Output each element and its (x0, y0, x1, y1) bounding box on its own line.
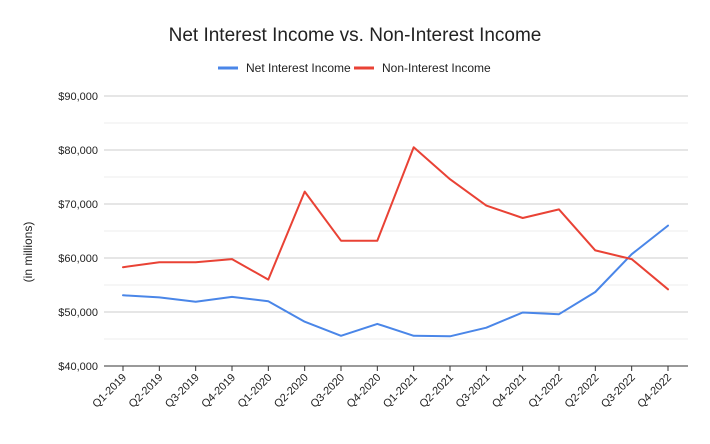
y-axis-ticks: $40,000 $50,000 $60,000 $70,000 $80,000 $90,0… (58, 91, 98, 373)
legend-label-0: Net Interest Income (246, 61, 351, 75)
x-tick-label: Q2-2021 (417, 372, 456, 411)
legend: Net Interest Income Non-Interest Income (218, 61, 491, 75)
x-tick-label: Q3-2022 (599, 372, 638, 411)
series-lines (122, 146, 669, 338)
legend-label-1: Non-Interest Income (382, 61, 491, 75)
x-tick-label: Q1-2021 (381, 372, 420, 411)
y-tick-label: $90,000 (58, 91, 98, 103)
x-tick-label: Q4-2022 (635, 372, 674, 411)
x-tick-label: Q1-2019 (90, 372, 129, 411)
y-axis-label: (in millions) (21, 222, 35, 283)
chart-title: Net Interest Income vs. Non-Interest Inc… (169, 25, 542, 46)
x-tick-label: Q4-2021 (490, 372, 529, 411)
x-tick-label: Q1-2022 (526, 372, 565, 411)
x-tick-label: Q3-2019 (163, 372, 202, 411)
y-tick-label: $70,000 (58, 199, 98, 211)
x-tick-label: Q4-2020 (345, 372, 384, 411)
series-line-0 (122, 224, 669, 338)
x-tick-label: Q2-2019 (127, 372, 166, 411)
x-axis: Q1-2019Q2-2019Q3-2019Q4-2019Q1-2020Q2-20… (90, 365, 688, 411)
x-tick-label: Q1-2020 (236, 372, 275, 411)
x-tick-label: Q2-2020 (272, 372, 311, 411)
x-tick-label: Q3-2021 (454, 372, 493, 411)
y-tick-label: $50,000 (58, 307, 98, 319)
y-tick-label: $80,000 (58, 145, 98, 157)
gridlines (104, 95, 688, 340)
y-tick-label: $40,000 (58, 361, 98, 373)
x-tick-label: Q4-2019 (199, 372, 238, 411)
x-tick-label: Q3-2020 (308, 372, 347, 411)
series-line-1 (122, 146, 669, 291)
x-tick-label: Q2-2022 (563, 372, 602, 411)
y-tick-label: $60,000 (58, 253, 98, 265)
